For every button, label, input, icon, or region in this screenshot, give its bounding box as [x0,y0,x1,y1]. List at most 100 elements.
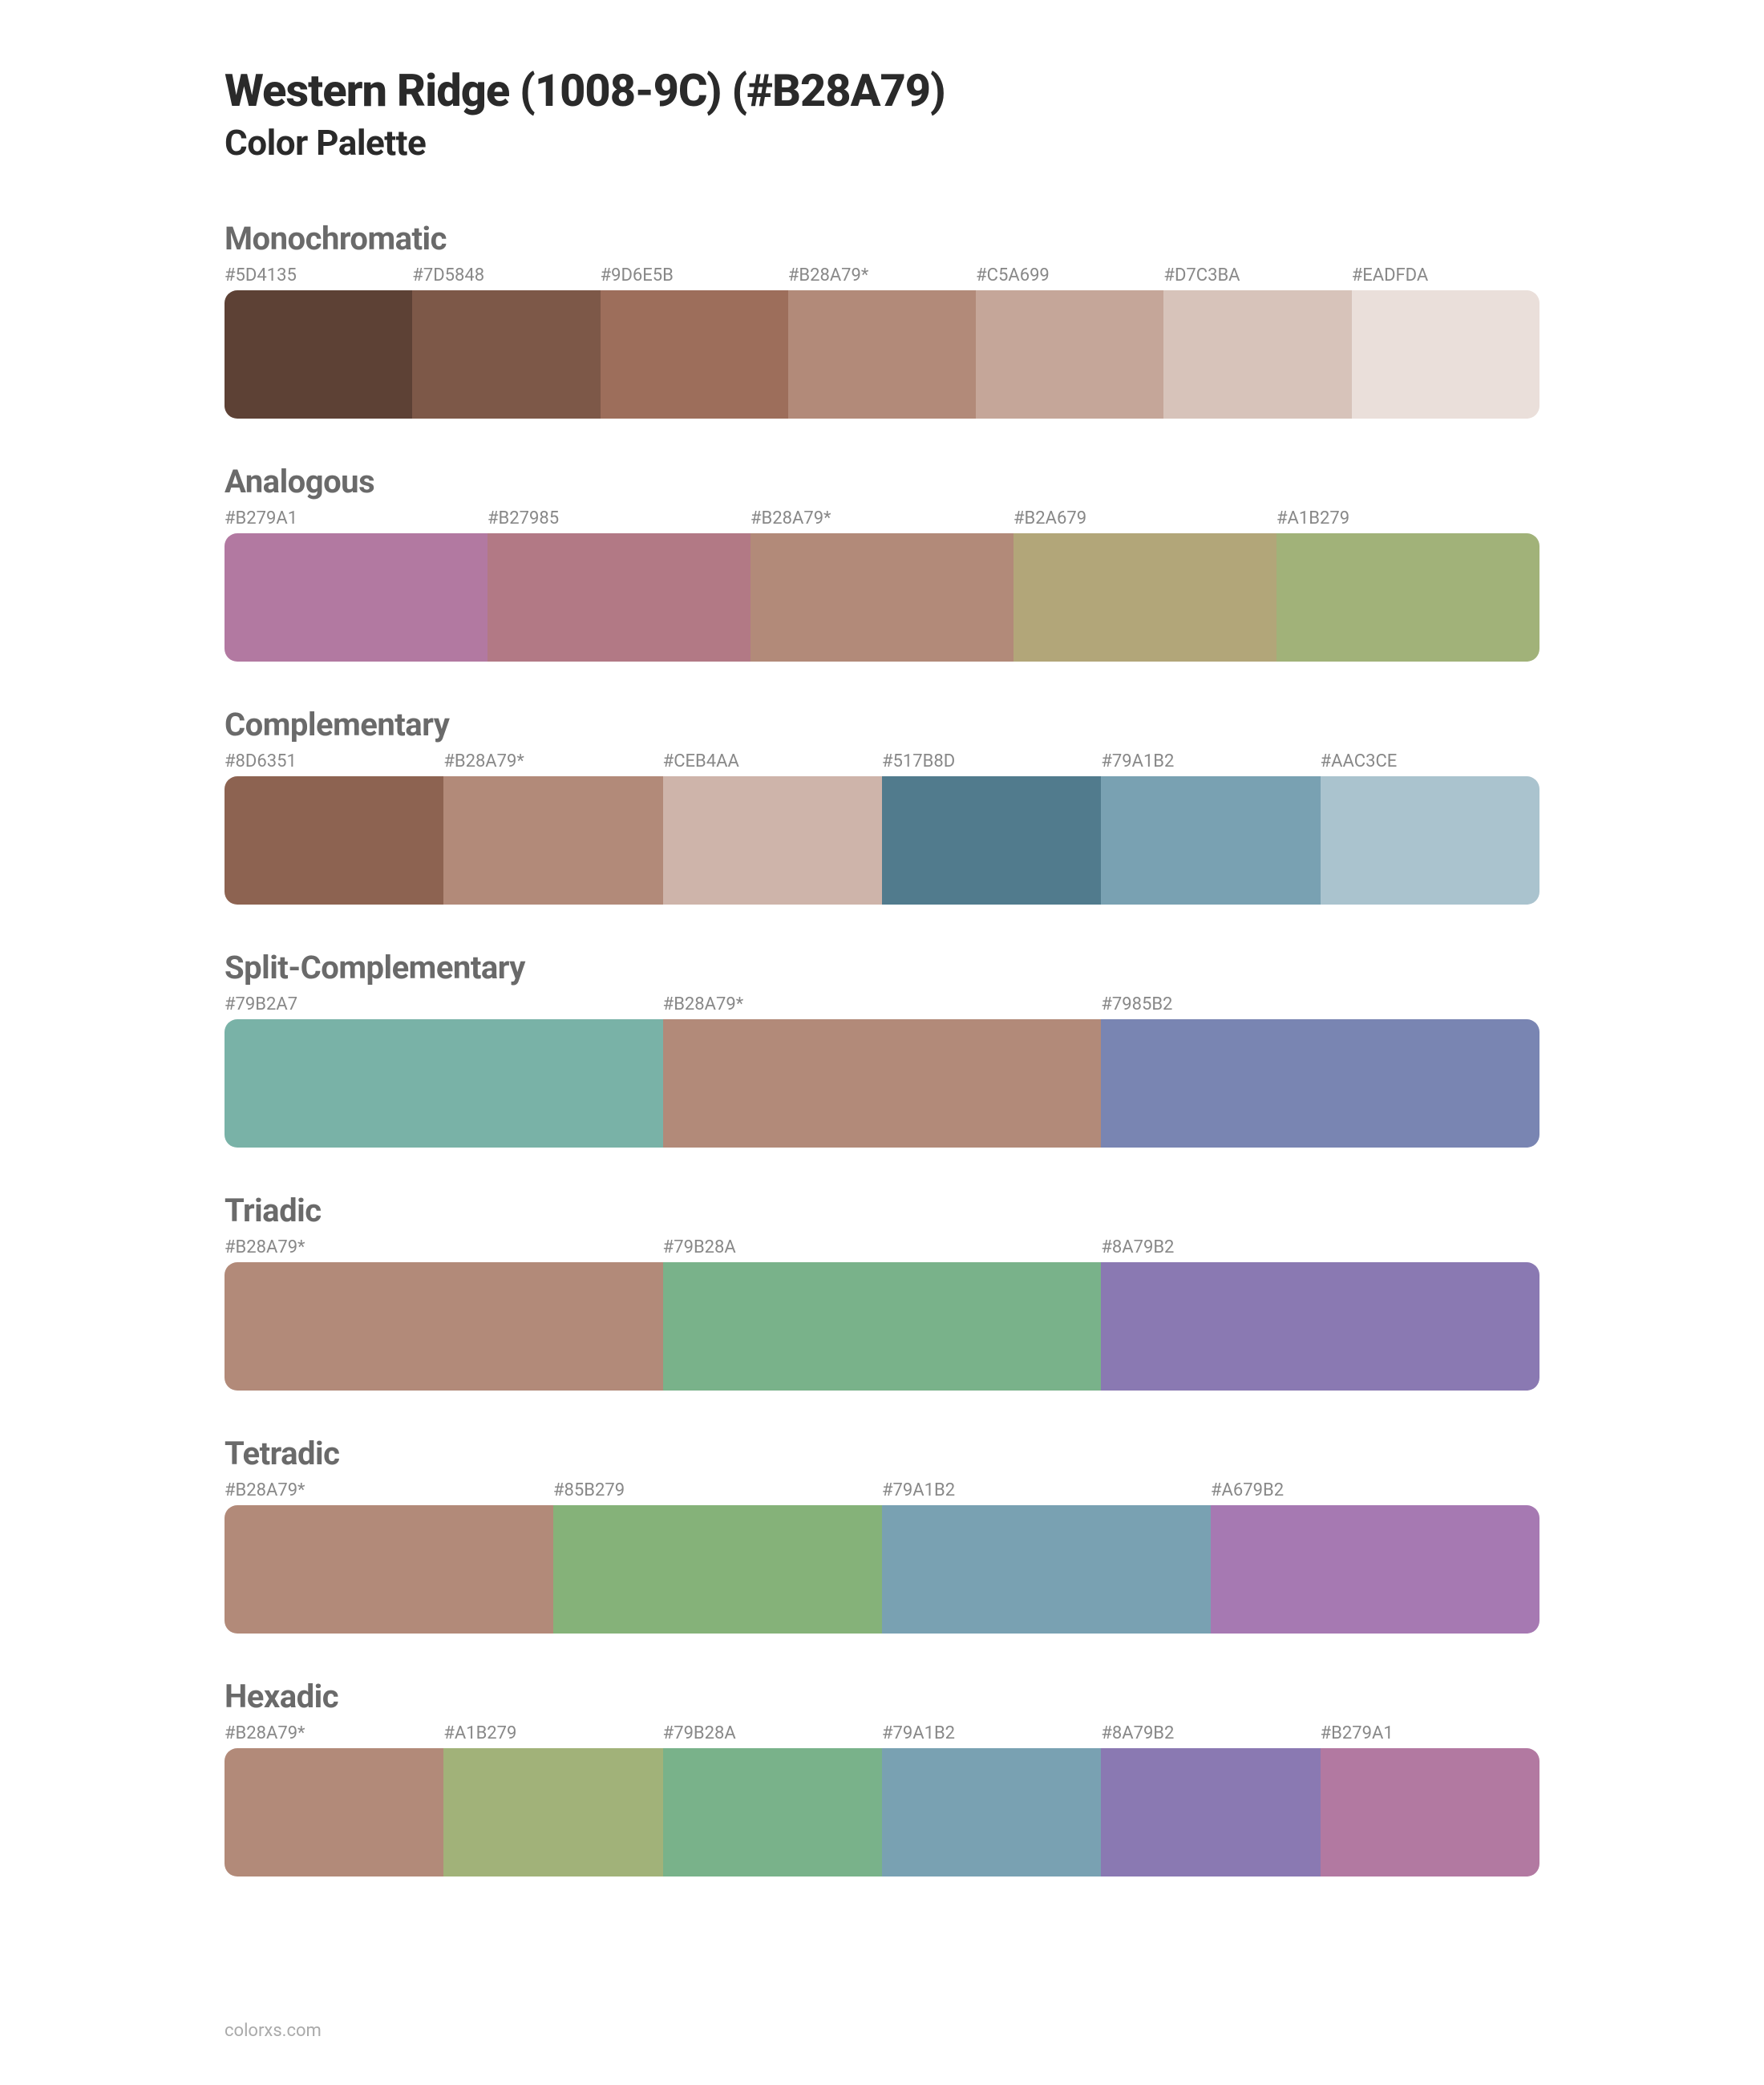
swatch-row [225,1505,1539,1634]
color-swatch [225,290,412,419]
scheme-title: Split-Complementary [225,949,1539,986]
hex-label: #79B28A [663,1723,882,1743]
hex-label: #B28A79* [788,265,976,285]
hex-label: #B28A79* [663,994,1102,1014]
hex-label: #B2A679 [1013,508,1276,528]
hex-label: #B28A79* [225,1480,553,1500]
swatch-row [225,776,1539,905]
hex-label: #5D4135 [225,265,412,285]
hex-label: #7985B2 [1101,994,1539,1014]
hex-label: #CEB4AA [663,751,882,771]
hex-label: #AAC3CE [1321,751,1539,771]
color-swatch [601,290,788,419]
color-swatch [663,776,882,905]
swatch-row [225,1748,1539,1876]
color-swatch [882,1748,1101,1876]
color-swatch [1321,776,1539,905]
color-swatch [225,1505,553,1634]
scheme-title: Hexadic [225,1678,1539,1715]
swatch-row [225,1262,1539,1391]
color-swatch [1101,1262,1539,1391]
hex-label: #B27985 [488,508,751,528]
color-swatch [1101,1019,1539,1148]
hex-labels-row: #B28A79*#85B279#79A1B2#A679B2 [225,1480,1539,1500]
scheme-title: Analogous [225,463,1539,500]
color-swatch [882,1505,1211,1634]
hex-labels-row: #79B2A7#B28A79*#7985B2 [225,994,1539,1014]
hex-label: #A1B279 [443,1723,662,1743]
color-swatch [788,290,976,419]
color-swatch [225,1748,443,1876]
hex-label: #9D6E5B [601,265,788,285]
color-swatch [976,290,1163,419]
hex-label: #EADFDA [1352,265,1539,285]
scheme-title: Tetradic [225,1435,1539,1472]
page-subtitle: Color Palette [225,122,1539,164]
scheme-section: Triadic #B28A79*#79B28A#8A79B2 [225,1192,1539,1391]
swatch-row [225,533,1539,662]
schemes-container: Monochromatic#5D4135#7D5848#9D6E5B#B28A7… [225,220,1539,1876]
color-swatch [225,533,488,662]
hex-labels-row: #B28A79*#A1B279#79B28A#79A1B2#8A79B2#B27… [225,1723,1539,1743]
color-swatch [1321,1748,1539,1876]
color-swatch [1211,1505,1539,1634]
color-swatch [553,1505,882,1634]
hex-labels-row: #B28A79*#79B28A#8A79B2 [225,1237,1539,1257]
hex-label: #C5A699 [976,265,1163,285]
color-swatch [488,533,751,662]
hex-label: #7D5848 [412,265,600,285]
color-swatch [443,776,662,905]
color-swatch [1013,533,1276,662]
color-swatch [1276,533,1539,662]
hex-label: #8A79B2 [1101,1237,1539,1257]
hex-label: #79B28A [663,1237,1102,1257]
hex-label: #79A1B2 [882,1480,1211,1500]
hex-label: #B28A79* [443,751,662,771]
color-swatch [663,1019,1102,1148]
scheme-section: Monochromatic #5D4135#7D5848#9D6E5B#B28A7… [225,220,1539,419]
color-swatch [1101,776,1320,905]
hex-label: #85B279 [553,1480,882,1500]
hex-label: #B279A1 [225,508,488,528]
scheme-section: Complementary #8D6351#B28A79*#CEB4AA#517B… [225,706,1539,905]
color-swatch [443,1748,662,1876]
scheme-section: Split-Complementary #79B2A7#B28A79*#7985B… [225,949,1539,1148]
hex-labels-row: #B279A1#B27985#B28A79*#B2A679#A1B279 [225,508,1539,528]
color-swatch [663,1262,1102,1391]
scheme-section: Hexadic #B28A79*#A1B279#79B28A#79A1B2#8A7… [225,1678,1539,1876]
hex-label: #B28A79* [225,1237,663,1257]
hex-label: #B28A79* [751,508,1013,528]
hex-label: #8D6351 [225,751,443,771]
color-swatch [663,1748,882,1876]
hex-label: #B279A1 [1321,1723,1539,1743]
page-title: Western Ridge (1008-9C) (#B28A79) [225,64,1539,117]
color-swatch [412,290,600,419]
hex-labels-row: #8D6351#B28A79*#CEB4AA#517B8D#79A1B2#AAC… [225,751,1539,771]
scheme-title: Complementary [225,706,1539,743]
color-swatch [1163,290,1351,419]
footer-credit: colorxs.com [225,2021,322,2041]
swatch-row [225,1019,1539,1148]
color-swatch [882,776,1101,905]
swatch-row [225,290,1539,419]
scheme-section: Analogous #B279A1#B27985#B28A79*#B2A679#A… [225,463,1539,662]
hex-label: #A679B2 [1211,1480,1539,1500]
scheme-title: Triadic [225,1192,1539,1229]
color-swatch [1101,1748,1320,1876]
hex-labels-row: #5D4135#7D5848#9D6E5B#B28A79*#C5A699#D7C… [225,265,1539,285]
hex-label: #517B8D [882,751,1101,771]
hex-label: #8A79B2 [1101,1723,1320,1743]
hex-label: #79A1B2 [882,1723,1101,1743]
color-swatch [225,1262,663,1391]
color-swatch [751,533,1013,662]
color-swatch [225,776,443,905]
scheme-section: Tetradic #B28A79*#85B279#79A1B2#A679B2 [225,1435,1539,1634]
hex-label: #D7C3BA [1163,265,1351,285]
color-swatch [1352,290,1539,419]
hex-label: #79A1B2 [1101,751,1320,771]
hex-label: #A1B279 [1276,508,1539,528]
color-swatch [225,1019,663,1148]
scheme-title: Monochromatic [225,220,1539,257]
hex-label: #B28A79* [225,1723,443,1743]
hex-label: #79B2A7 [225,994,663,1014]
